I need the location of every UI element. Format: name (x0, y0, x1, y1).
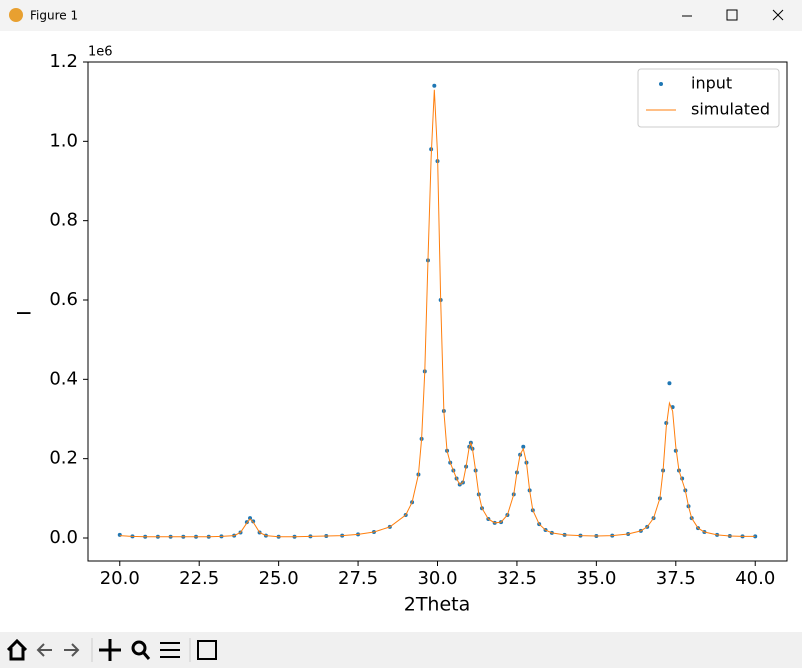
x-axis-label: 2Theta (404, 594, 471, 616)
data-point (251, 519, 256, 524)
x-tick-label: 37.5 (656, 568, 696, 589)
legend-label: input (691, 74, 732, 93)
zoom-button[interactable] (131, 640, 151, 660)
y-tick-label: 0.0 (49, 527, 78, 548)
chart: 1e6 2Theta I 20.0 22.5 25.0 27.5 30.0 32.5 35.… (14, 45, 788, 616)
back-button[interactable] (36, 643, 52, 657)
legend-label: simulated (691, 100, 770, 119)
data-point (521, 444, 526, 449)
home-button[interactable] (6, 638, 28, 661)
y-tick-label: 0.4 (49, 368, 78, 389)
app-icon (9, 8, 23, 22)
data-line (119, 89, 756, 538)
data-point (432, 83, 437, 88)
x-tick-label: 40.0 (735, 568, 775, 589)
y-tick-label: 1.0 (49, 130, 78, 151)
x-tick-label: 32.5 (497, 568, 537, 589)
x-tick-label: 27.5 (338, 568, 378, 589)
pan-button[interactable] (99, 639, 121, 661)
title-bar: Figure 1 (0, 0, 802, 31)
toolbar (0, 632, 802, 668)
maximize-button[interactable] (726, 9, 738, 21)
forward-button[interactable] (64, 643, 80, 657)
legend-marker (659, 82, 663, 86)
x-tick-label: 35.0 (576, 568, 616, 589)
y-tick-label: 0.2 (49, 448, 78, 469)
x-tick-label: 30.0 (417, 568, 457, 589)
x-tick-label: 22.5 (179, 568, 219, 589)
close-button[interactable] (772, 9, 784, 21)
window-title: Figure 1 (30, 9, 78, 23)
configure-button[interactable] (160, 642, 180, 658)
legend-box (637, 68, 780, 128)
x-tick-label: 25.0 (259, 568, 299, 589)
save-button[interactable] (197, 640, 217, 660)
y-axis-label: I (14, 310, 36, 316)
y-tick-label: 1.2 (49, 51, 78, 72)
data-point (667, 381, 672, 386)
data-point (117, 532, 122, 537)
y-tick-label: 0.8 (49, 210, 78, 231)
axes-frame (87, 61, 788, 562)
y-tick-label: 0.6 (49, 289, 78, 310)
data-point (248, 516, 253, 521)
offset-text: 1e6 (88, 45, 113, 60)
x-tick-label: 20.0 (100, 568, 140, 589)
